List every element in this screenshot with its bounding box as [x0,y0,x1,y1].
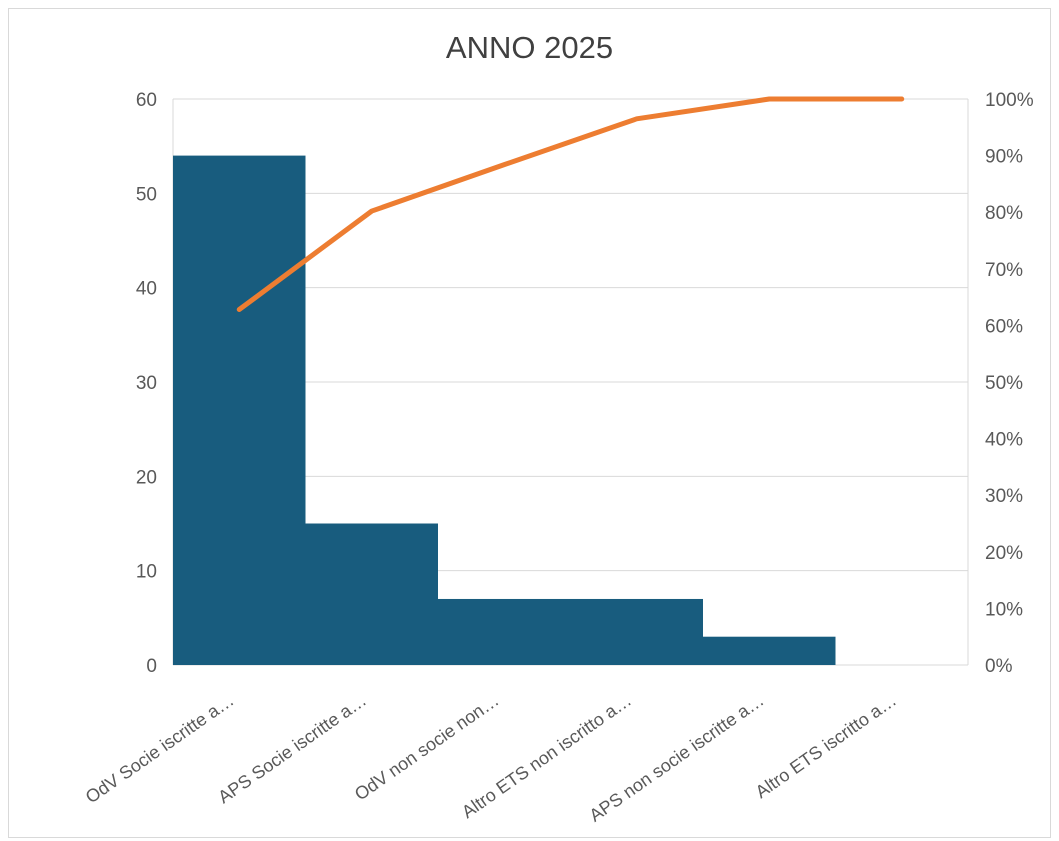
right-tick-label: 70% [985,260,1023,281]
left-tick-label: 0 [146,656,157,677]
right-tick-label: 90% [985,147,1023,168]
category-label: Altro ETS iscritto a… [752,690,900,802]
bars [173,155,836,665]
chart-title: ANNO 2025 [445,30,614,65]
left-tick-label: 60 [136,90,157,111]
right-tick-label: 10% [985,599,1023,620]
category-label: OdV non socie non… [351,690,503,805]
cumulative-line-group [236,96,905,313]
right-axis: 0% 10% 20% 30% 40% 50% 60% 70% 80% 90% 100% [985,90,1034,677]
right-tick-label: 20% [985,543,1023,564]
right-tick-label: 40% [985,430,1023,451]
right-tick-label: 0% [985,656,1013,677]
left-tick-label: 10 [136,562,157,583]
left-tick-label: 30 [136,373,157,394]
bar [305,523,438,665]
left-tick-label: 20 [136,467,157,488]
left-tick-label: 40 [136,279,157,300]
category-axis: OdV Socie iscritte a…APS Socie iscritte … [82,690,900,826]
right-tick-label: 50% [985,373,1023,394]
bar [438,598,571,665]
right-tick-label: 100% [985,90,1034,111]
category-label: APS Socie iscritte a… [214,690,370,807]
category-label: OdV Socie iscritte a… [82,690,238,807]
left-tick-label: 50 [136,184,157,205]
bar [570,598,703,665]
cumulative-line [236,96,905,313]
right-tick-label: 80% [985,203,1023,224]
right-tick-label: 30% [985,486,1023,507]
bar [173,155,306,665]
left-axis: 0 10 20 30 40 50 60 [136,90,157,677]
bar [703,636,836,665]
right-tick-label: 60% [985,316,1023,337]
